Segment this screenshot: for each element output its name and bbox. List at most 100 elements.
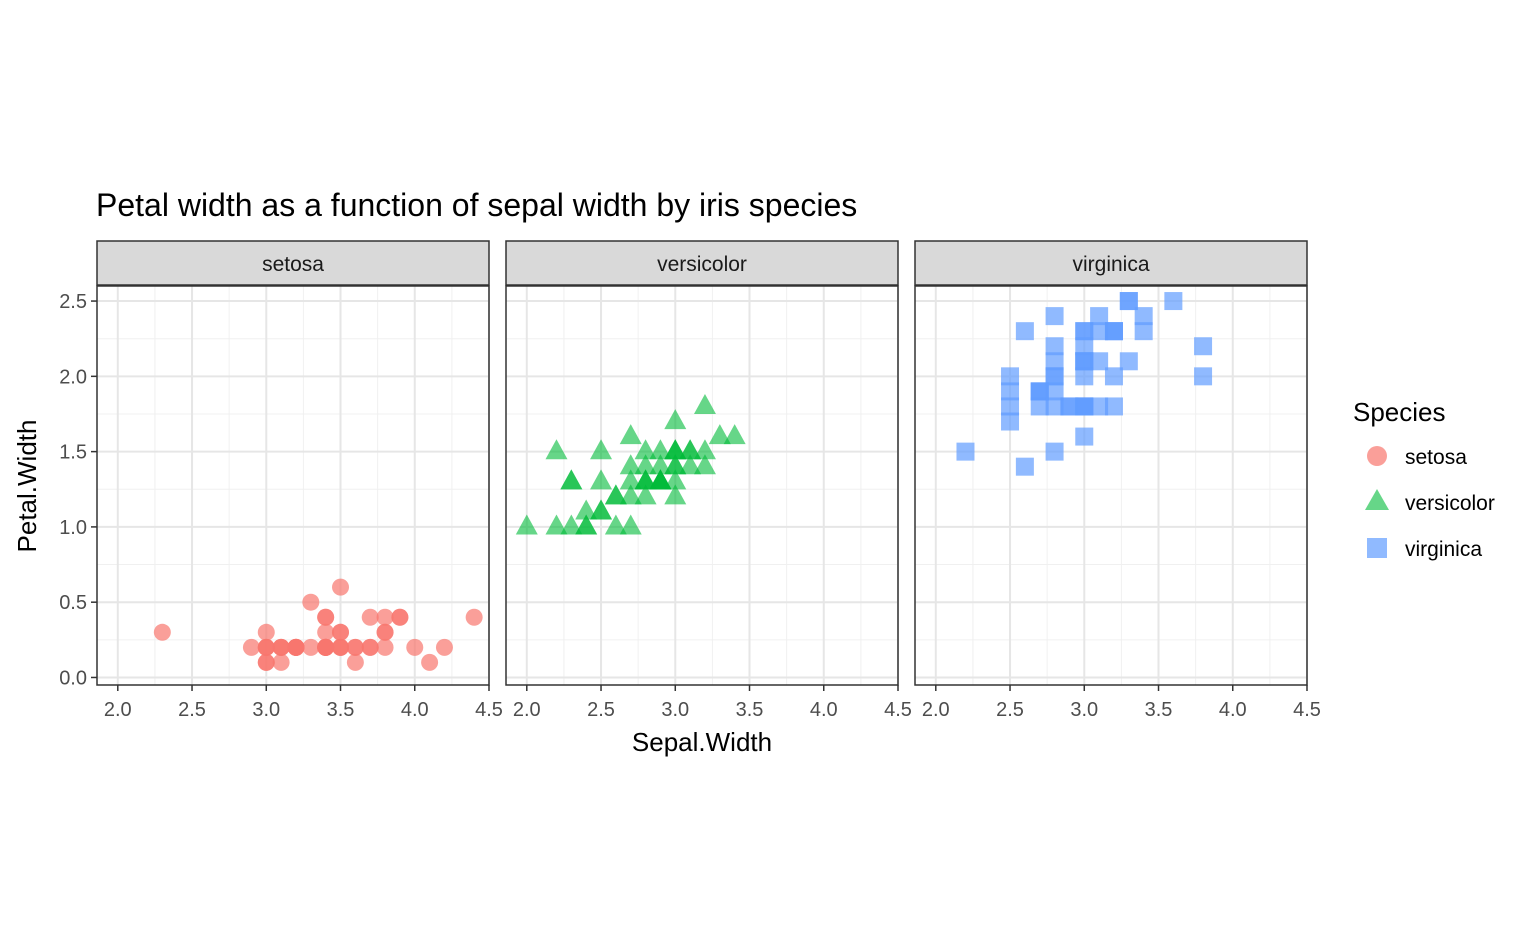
point-virginica	[1001, 397, 1020, 416]
point-setosa	[272, 638, 290, 656]
panel-border	[96, 285, 490, 686]
point-virginica	[1075, 367, 1094, 386]
point-versicolor	[634, 454, 657, 475]
point-setosa	[376, 623, 394, 641]
point-versicolor	[619, 514, 642, 535]
point-versicolor	[590, 439, 613, 460]
point-versicolor	[664, 469, 687, 490]
x-tick-label: 3.0	[661, 699, 689, 721]
point-setosa	[332, 638, 350, 656]
facet-panel-versicolor: versicolor 2.0 2.5 3.0 3.5 4.0 4.5	[505, 240, 912, 721]
legend-item-virginica: virginica	[1367, 538, 1482, 561]
panel-border	[505, 285, 899, 686]
x-axis: 2.0 2.5 3.0 3.5 4.0 4.5	[104, 685, 503, 721]
x-tick-label: 4.5	[475, 699, 503, 721]
y-tick-label: 0.0	[59, 667, 87, 689]
legend-key-versicolor	[1365, 489, 1389, 510]
point-setosa	[435, 638, 453, 656]
point-setosa	[257, 623, 275, 641]
x-tick-label: 2.0	[513, 699, 541, 721]
legend-label-versicolor: versicolor	[1405, 492, 1495, 515]
point-virginica	[1030, 397, 1049, 416]
points-versicolor	[515, 394, 746, 535]
point-virginica	[1015, 322, 1034, 341]
point-versicolor	[679, 454, 702, 475]
point-virginica	[1090, 307, 1109, 326]
point-virginica	[1045, 397, 1064, 416]
point-virginica	[1119, 292, 1138, 311]
point-versicolor	[575, 499, 598, 520]
x-tick-label: 4.0	[401, 699, 429, 721]
point-setosa	[317, 608, 335, 626]
point-versicolor	[590, 469, 613, 490]
point-versicolor	[619, 454, 642, 475]
facet-strip	[96, 240, 490, 286]
point-setosa	[346, 653, 364, 671]
point-virginica	[1075, 352, 1094, 371]
panel-background	[915, 286, 1307, 685]
points-setosa	[153, 578, 483, 671]
x-tick-label: 4.0	[810, 699, 838, 721]
point-virginica	[1134, 307, 1153, 326]
point-virginica	[1030, 382, 1049, 401]
x-tick-label: 2.0	[104, 699, 132, 721]
facet-strip	[914, 240, 1308, 286]
point-setosa	[361, 608, 379, 626]
panel-background	[97, 286, 489, 685]
point-setosa	[465, 608, 483, 626]
point-setosa	[376, 638, 394, 656]
point-versicolor	[560, 514, 583, 535]
x-tick-label: 3.0	[1070, 699, 1098, 721]
point-versicolor	[723, 424, 746, 445]
point-versicolor	[664, 409, 687, 430]
facet-strip-label: virginica	[1072, 253, 1149, 276]
point-virginica	[1045, 352, 1064, 371]
gridlines	[915, 286, 1308, 685]
point-versicolor	[649, 469, 672, 490]
point-versicolor	[619, 424, 642, 445]
point-setosa	[346, 638, 364, 656]
point-versicolor	[664, 454, 687, 475]
point-virginica	[1194, 367, 1213, 386]
x-tick-label: 3.5	[736, 699, 764, 721]
point-versicolor	[634, 469, 657, 490]
point-virginica	[1090, 397, 1109, 416]
point-versicolor	[515, 514, 538, 535]
point-virginica	[1104, 322, 1123, 341]
point-versicolor	[634, 439, 657, 460]
point-virginica	[1001, 382, 1020, 401]
point-setosa	[376, 608, 394, 626]
point-virginica	[1015, 457, 1034, 476]
legend-items: setosa versicolor virginica	[1365, 446, 1495, 561]
x-axis: 2.0 2.5 3.0 3.5 4.0 4.5	[513, 685, 912, 721]
point-setosa	[421, 653, 439, 671]
point-virginica	[1001, 367, 1020, 386]
point-virginica	[1075, 397, 1094, 416]
point-setosa	[287, 638, 305, 656]
point-virginica	[1060, 397, 1079, 416]
point-setosa	[257, 653, 275, 671]
point-versicolor	[619, 484, 642, 505]
point-setosa	[257, 638, 275, 656]
x-axis: 2.0 2.5 3.0 3.5 4.0 4.5	[922, 685, 1321, 721]
point-versicolor	[693, 454, 716, 475]
point-virginica	[1045, 367, 1064, 386]
point-versicolor	[664, 484, 687, 505]
point-setosa	[361, 638, 379, 656]
chart-title: Petal width as a function of sepal width…	[96, 187, 857, 223]
point-setosa	[317, 623, 335, 641]
facet-strip-label: versicolor	[657, 253, 747, 276]
point-virginica	[1104, 397, 1123, 416]
x-tick-label: 4.0	[1219, 699, 1247, 721]
point-versicolor	[693, 394, 716, 415]
point-virginica	[1075, 337, 1094, 356]
point-virginica	[1194, 337, 1213, 356]
point-versicolor	[619, 469, 642, 490]
point-virginica	[1075, 322, 1094, 341]
facet-strip-label: setosa	[262, 253, 324, 276]
point-versicolor	[649, 439, 672, 460]
point-versicolor	[679, 439, 702, 460]
x-tick-label: 3.0	[252, 699, 280, 721]
